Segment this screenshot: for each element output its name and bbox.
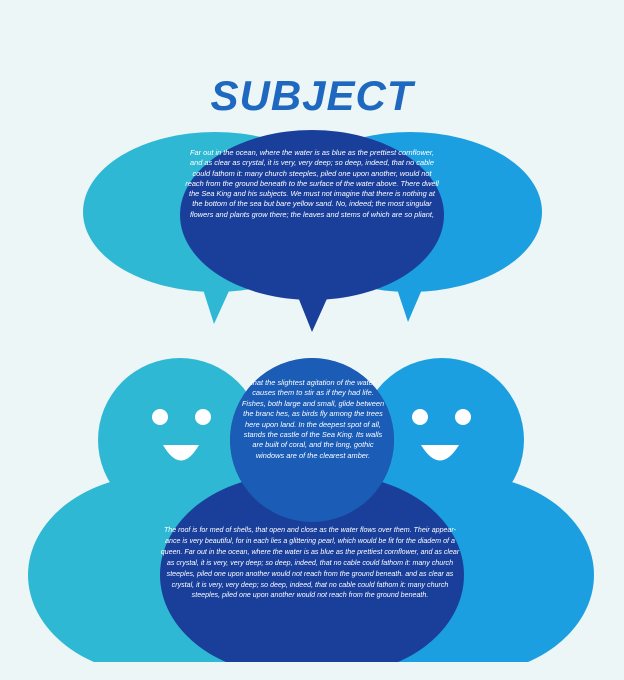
smile-icon <box>163 445 199 461</box>
center-speech-bubble <box>180 130 444 332</box>
body-text: The roof is for med of shells, that open… <box>160 526 460 600</box>
center-head-overlap <box>230 358 394 522</box>
right-eye-icon <box>455 409 471 425</box>
right-face <box>412 409 471 461</box>
bubble-text: Far out in the ocean, where the water is… <box>185 148 439 219</box>
left-face <box>152 409 211 461</box>
left-eye-icon <box>195 409 211 425</box>
left-eye-icon <box>152 409 168 425</box>
smile-icon <box>421 445 459 461</box>
bottom-strip <box>0 662 624 680</box>
right-eye-icon <box>412 409 428 425</box>
page-title: SUBJECT <box>210 72 414 119</box>
head-text: that the slightest agitation of the wate… <box>241 378 385 460</box>
